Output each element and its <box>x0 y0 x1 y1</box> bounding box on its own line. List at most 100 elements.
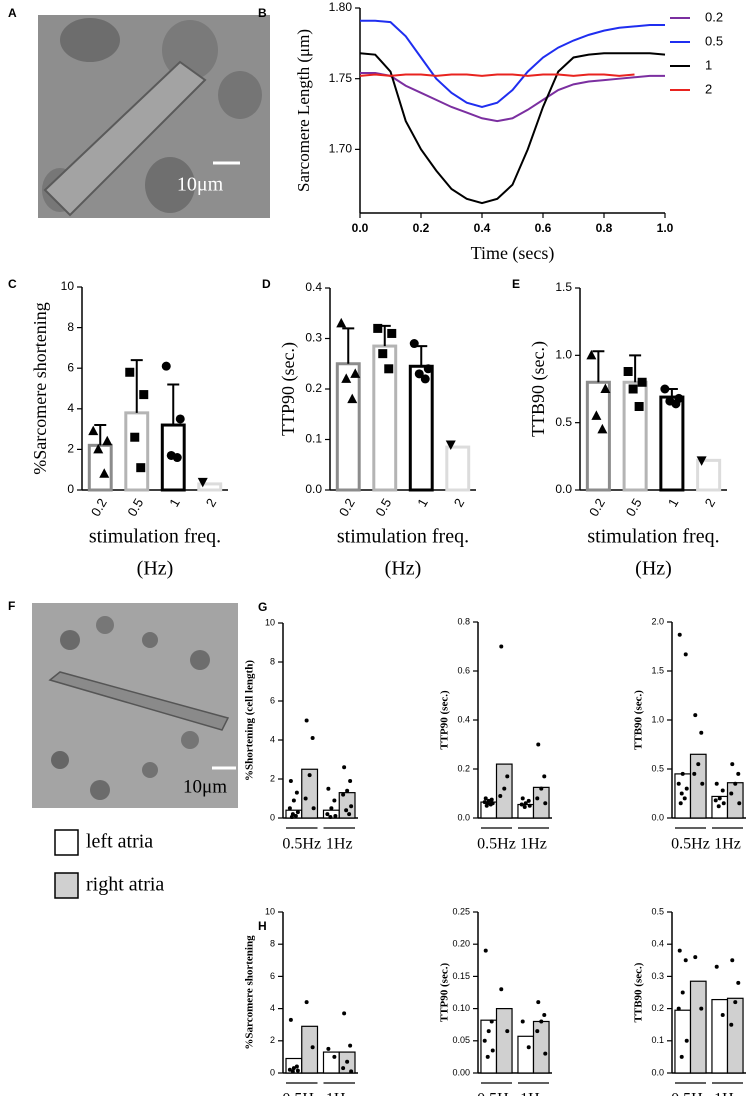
data-point <box>99 468 110 478</box>
bar <box>301 768 319 819</box>
data-point <box>736 980 741 985</box>
data-point <box>325 812 330 817</box>
data-point <box>714 781 719 786</box>
data-point <box>384 364 394 374</box>
data-point <box>736 771 741 776</box>
data-line <box>360 19 665 109</box>
y-tick-label: 0.00 <box>452 1067 470 1077</box>
data-point <box>628 384 638 394</box>
bar <box>197 482 223 492</box>
data-point <box>737 801 742 806</box>
y-axis-label: TTB90 (sec.) <box>633 962 645 1022</box>
x-tick-label: 0.2 <box>586 496 608 519</box>
data-point <box>488 802 493 807</box>
data-point <box>345 788 350 793</box>
data-point <box>679 1054 684 1059</box>
x-tick-label: 1 <box>414 496 431 510</box>
data-point <box>288 778 293 783</box>
y-axis-label: %Shortening (cell length) <box>244 660 256 781</box>
y-tick-label: 0.2 <box>305 381 322 395</box>
y-axis-label: %Sarcomere shortening <box>244 935 256 1050</box>
data-point <box>660 384 670 394</box>
data-point <box>409 339 419 349</box>
data-point <box>535 796 540 801</box>
data-point <box>720 1013 725 1018</box>
y-tick-label: 6 <box>270 695 275 705</box>
data-point <box>414 369 424 379</box>
y-tick-label: 8 <box>67 320 74 334</box>
group-label: 1Hz <box>520 836 547 853</box>
data-point <box>420 374 430 384</box>
data-point <box>490 1048 495 1053</box>
x-axis-label: stimulation freq. <box>89 526 221 548</box>
data-point <box>699 730 704 735</box>
group-label: 0.5Hz <box>671 836 710 853</box>
y-tick-label: 10 <box>61 279 75 293</box>
y-tick-label: 0.5 <box>555 415 572 429</box>
data-point <box>693 955 698 960</box>
data-line <box>359 73 635 77</box>
y-axis-label: Sarcomere Length (μm) <box>294 29 313 192</box>
data-point <box>684 786 689 791</box>
x-axis-label: (Hz) <box>385 558 422 580</box>
group-label: 1Hz <box>714 1091 741 1096</box>
data-point <box>597 423 608 434</box>
panel-label: B <box>258 6 267 20</box>
data-point <box>341 373 352 383</box>
y-tick-label: 0.4 <box>651 939 664 949</box>
y-tick-label: 0.25 <box>452 906 470 916</box>
bar <box>689 980 707 1074</box>
data-point <box>486 1029 491 1034</box>
data-point <box>139 390 149 400</box>
legend-swatch <box>54 829 79 856</box>
data-point <box>387 328 397 338</box>
micrograph-f: 10μm <box>32 603 238 808</box>
data-point <box>483 796 488 801</box>
data-point <box>536 1000 541 1005</box>
x-tick-label: 0.4 <box>474 221 491 235</box>
data-point <box>130 432 140 442</box>
x-axis-label: stimulation freq. <box>587 526 719 548</box>
data-point <box>539 786 544 791</box>
y-axis-label: TTP90 (sec.) <box>439 963 451 1023</box>
data-point <box>347 812 352 817</box>
data-point <box>522 804 527 809</box>
data-point <box>730 762 735 767</box>
bar <box>689 753 707 819</box>
bar <box>711 998 729 1074</box>
data-point <box>310 1045 315 1050</box>
data-point <box>291 1066 296 1071</box>
group-label: 0.5Hz <box>282 1091 321 1096</box>
y-tick-label: 0.3 <box>305 331 322 345</box>
data-point <box>326 786 331 791</box>
y-tick-label: 2 <box>270 773 275 783</box>
bar <box>517 1035 535 1074</box>
panel-label: G <box>258 600 267 614</box>
x-tick-label: 0.5 <box>623 496 645 519</box>
data-point <box>683 958 688 963</box>
y-tick-label: 1.75 <box>329 71 353 85</box>
data-point <box>505 1029 510 1034</box>
data-point <box>542 1013 547 1018</box>
y-tick-label: 0.4 <box>457 714 470 724</box>
group-label: 1Hz <box>326 1091 353 1096</box>
y-axis-label: TTB90 (sec.) <box>633 690 645 750</box>
y-tick-label: 0.4 <box>305 280 322 294</box>
bar <box>445 445 471 492</box>
bar <box>532 1020 550 1074</box>
data-point <box>172 453 182 463</box>
data-point <box>161 361 171 371</box>
data-point <box>423 364 433 374</box>
data-point <box>535 1029 540 1034</box>
bar <box>585 380 611 492</box>
y-tick-label: 6 <box>270 971 275 981</box>
data-point <box>730 958 735 963</box>
x-tick-label: 0.2 <box>336 496 358 519</box>
data-point <box>373 323 383 333</box>
data-point <box>333 814 338 819</box>
data-point <box>692 771 697 776</box>
y-tick-label: 0.15 <box>452 971 470 981</box>
data-point <box>680 771 685 776</box>
data-point <box>714 964 719 969</box>
